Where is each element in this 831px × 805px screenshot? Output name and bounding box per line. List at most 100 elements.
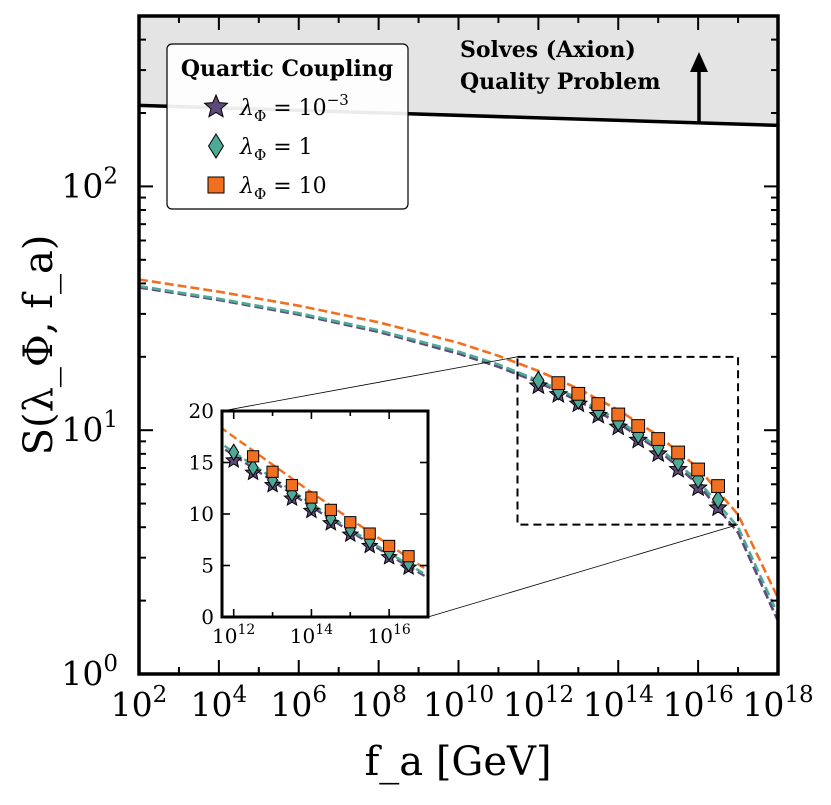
legend-entry-sub: Φ <box>254 107 266 125</box>
inset-data-point-s2-1 <box>266 465 279 478</box>
x-tick-label: 1018 <box>742 682 813 724</box>
x-tick-label-base: 10 <box>111 685 153 724</box>
inset-data-point-s2-6 <box>363 527 376 540</box>
x-tick-label-base: 10 <box>503 685 545 724</box>
x-tick-label: 1012 <box>503 682 574 724</box>
legend-entry-eq: = 10 <box>266 174 326 199</box>
legend-entry-sup: −3 <box>327 91 349 109</box>
inset-x-tick-label: 1016 <box>367 622 410 648</box>
legend-marker-0 <box>203 93 229 118</box>
legend-entry-main: λ <box>239 174 254 199</box>
inset-plot-area <box>222 426 428 580</box>
inset-y-tick-label: 10 <box>189 502 214 526</box>
inset-data-point-s2-4 <box>324 503 337 516</box>
legend-entry-label-1: λΦ = 1 <box>239 135 313 164</box>
x-tick-label-exp: 14 <box>625 682 654 708</box>
legend-entry-sub: Φ <box>254 146 266 164</box>
legend-entry-label-2: λΦ = 10 <box>239 174 327 203</box>
legend-title: Quartic Coupling <box>181 56 393 82</box>
y-tick-label: 102 <box>61 163 118 205</box>
data-point-s2-3 <box>611 407 626 422</box>
x-tick-label-base: 10 <box>191 685 233 724</box>
x-tick-label: 1010 <box>423 682 494 724</box>
inset-data-point-s2-7 <box>383 539 396 553</box>
x-tick-label-exp: 6 <box>312 682 327 708</box>
legend-box <box>166 43 409 210</box>
legend-marker-1 <box>207 133 225 159</box>
y-tick-label-base: 10 <box>61 654 103 693</box>
inset-data-point-s2-2 <box>285 479 299 492</box>
inset-y-tick-label: 15 <box>189 451 214 475</box>
inset-x-tick-base: 10 <box>290 624 315 648</box>
x-tick-label: 104 <box>191 682 248 724</box>
x-tick-label: 102 <box>111 682 168 724</box>
x-tick-label-base: 10 <box>662 685 704 724</box>
zoom-connector-bottom <box>427 524 739 618</box>
x-tick-label-exp: 4 <box>233 682 248 708</box>
x-tick-label: 108 <box>350 682 407 724</box>
data-point-s1-9 <box>711 489 725 510</box>
legend-entry-eq: = 10 <box>266 96 326 121</box>
legend-entry-label-0: λΦ = 10−3 <box>239 91 349 125</box>
x-tick-label: 1016 <box>662 682 733 724</box>
x-tick-label: 106 <box>270 682 327 724</box>
x-tick-label-base: 10 <box>270 685 312 724</box>
x-tick-label-base: 10 <box>742 685 784 724</box>
inset-data-point-s1-0 <box>228 443 240 462</box>
inset-x-tick-exp: 12 <box>238 622 256 638</box>
x-tick-label-exp: 18 <box>784 682 813 708</box>
data-point-s2-7 <box>691 462 706 477</box>
inset-y-tick-label: 20 <box>189 399 214 423</box>
y-tick-label-base: 10 <box>61 410 103 449</box>
inset-y-tick-label: 5 <box>201 554 214 578</box>
inset-x-tick-base: 10 <box>367 624 392 648</box>
legend-marker-2 <box>207 176 225 194</box>
x-tick-label-exp: 16 <box>704 682 733 708</box>
x-tick-label-exp: 12 <box>545 682 574 708</box>
inset-data-point-s2-8 <box>402 550 415 563</box>
y-tick-label: 101 <box>61 407 118 449</box>
inset-x-tick-label: 1012 <box>212 622 255 648</box>
quality-band-label-line2: Quality Problem <box>460 69 661 95</box>
legend-entry-main: λ <box>239 96 254 121</box>
inset-data-point-s2-5 <box>344 516 357 529</box>
y-tick-label-base: 10 <box>61 166 103 205</box>
data-point-s2-6 <box>671 445 686 460</box>
y-axis-title: S(λ_Φ, f_a) <box>16 235 62 456</box>
data-point-s2-5 <box>651 432 666 446</box>
x-axis-title: f_a [GeV] <box>364 739 551 785</box>
quality-band-arrow-head <box>690 52 708 72</box>
legend-entry-sub: Φ <box>254 185 266 203</box>
data-point-s2-0 <box>551 376 566 391</box>
y-tick-label-exp: 0 <box>103 651 118 677</box>
zoom-connector-top <box>221 356 518 412</box>
inset-y-tick-label: 0 <box>201 605 214 629</box>
data-point-s2-1 <box>571 386 586 401</box>
inset-x-tick-label: 1014 <box>290 622 333 648</box>
legend-entry-eq: = 1 <box>266 135 312 160</box>
inset-data-point-s2-0 <box>247 450 260 463</box>
inset-data-point-s1-1 <box>247 458 259 477</box>
inset-x-tick-exp: 14 <box>315 622 333 638</box>
y-tick-label: 100 <box>61 651 118 693</box>
data-point-s2-4 <box>631 419 646 433</box>
x-tick-label-base: 10 <box>350 685 392 724</box>
data-point-s2-8 <box>711 479 725 493</box>
inset-data-point-s2-3 <box>305 491 318 504</box>
x-tick-label-base: 10 <box>423 685 465 724</box>
x-tick-label-exp: 10 <box>465 682 494 708</box>
y-tick-label-exp: 2 <box>103 163 118 189</box>
y-tick-label-exp: 1 <box>103 407 118 433</box>
legend-entry-main: λ <box>239 135 254 160</box>
quality-band-label-line1: Solves (Axion) <box>460 37 636 63</box>
x-tick-label: 1014 <box>583 682 654 724</box>
x-tick-label-exp: 8 <box>392 682 407 708</box>
x-tick-label-exp: 2 <box>153 682 168 708</box>
inset-x-tick-exp: 16 <box>393 622 411 638</box>
data-point-s1-0 <box>532 370 545 391</box>
inset-x-tick-base: 10 <box>212 624 237 648</box>
zoom-box <box>516 355 740 526</box>
data-point-s2-2 <box>591 397 606 411</box>
